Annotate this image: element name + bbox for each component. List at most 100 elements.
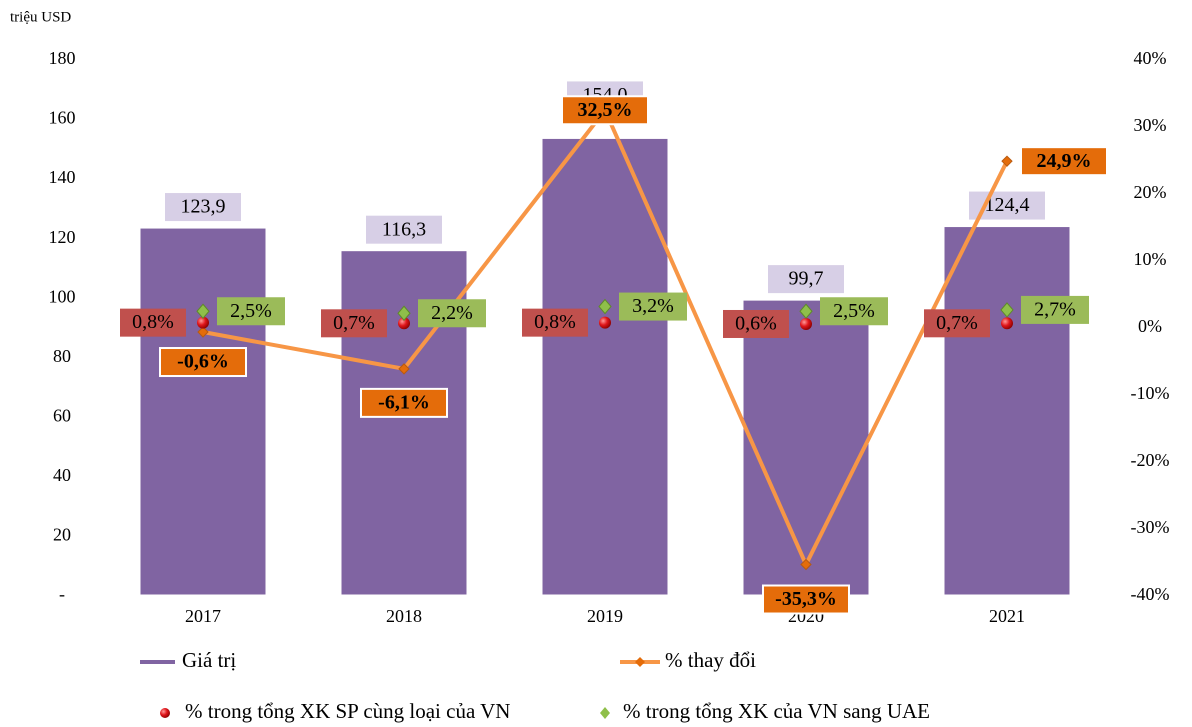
line-marker: [398, 363, 410, 375]
line-value-label: -6,1%: [378, 391, 430, 413]
scatter-value-label-group: 0,7%: [924, 309, 990, 338]
scatter-value-label: 2,5%: [230, 300, 272, 322]
bar-value-label: 116,3: [382, 218, 426, 240]
bar-value-label-box: [768, 265, 844, 294]
legend-label: % trong tổng XK SP cùng loại của VN: [185, 699, 510, 723]
bar-value-label: 99,7: [789, 268, 824, 290]
line-marker: [197, 326, 209, 338]
scatter-value-label: 0,8%: [534, 311, 576, 333]
scatter-point: [196, 303, 210, 320]
scatter-value-label-group: 2,5%: [217, 297, 285, 326]
bar: [941, 224, 1073, 598]
legend-swatch: [600, 707, 610, 719]
y-tick-label: -: [59, 584, 65, 604]
scatter-point: [598, 298, 612, 315]
scatter-value-label-group: 2,2%: [418, 299, 486, 328]
scatter-value-label-box: [217, 297, 285, 326]
scatter-value-label-box: [522, 308, 588, 337]
line-value-label: -0,6%: [177, 351, 229, 373]
scatter-value-label-group: 2,7%: [1021, 295, 1089, 324]
scatter-value-label: 2,5%: [833, 300, 875, 322]
legend-label: Giá trị: [182, 648, 236, 672]
x-tick-label: 2018: [386, 606, 422, 626]
scatter-point: [799, 303, 813, 320]
scatter-value-label: 0,8%: [132, 311, 174, 333]
y2-tick-label: -40%: [1131, 584, 1170, 604]
scatter-value-label: 2,7%: [1034, 299, 1076, 321]
scatter-value-label: 3,2%: [632, 295, 674, 317]
scatter-value-label-group: 0,8%: [120, 308, 186, 337]
y2-tick-label: -30%: [1131, 517, 1170, 537]
scatter-point: [398, 317, 410, 330]
x-tick-label: 2021: [989, 606, 1025, 626]
y-tick-label: 20: [53, 525, 71, 545]
line-value-label: -35,3%: [775, 588, 837, 610]
scatter-point: [599, 316, 611, 329]
x-tick-label: 2017: [185, 606, 221, 626]
scatter-value-label-box: [321, 309, 387, 338]
legend-swatch-marker: [635, 657, 645, 667]
bar: [539, 135, 671, 598]
line-value-label: 32,5%: [578, 99, 633, 121]
scatter-value-label: 0,7%: [333, 312, 375, 334]
y-tick-label: 140: [49, 167, 76, 187]
bar: [137, 225, 269, 598]
scatter-value-label-box: [723, 309, 789, 338]
line-value-label-box: [159, 347, 247, 378]
legend-swatch: [160, 708, 170, 718]
y2-tick-label: 10%: [1134, 249, 1167, 269]
scatter-value-label-box: [619, 292, 687, 321]
line-marker: [800, 558, 812, 571]
y2-tick-label: 30%: [1134, 115, 1167, 135]
y-tick-label: 60: [53, 405, 71, 425]
line-value-label-box: [561, 95, 649, 126]
scatter-value-label-box: [924, 309, 990, 338]
line-value-label-box: [1020, 146, 1108, 177]
scatter-value-label-group: 3,2%: [619, 292, 687, 321]
scatter-value-label-box: [1021, 295, 1089, 324]
y2-tick-label: -20%: [1131, 450, 1170, 470]
scatter-value-label-box: [120, 308, 186, 337]
line-value-label: 24,9%: [1037, 150, 1092, 172]
bar-value-label-box: [366, 215, 442, 244]
line-value-label-group: 24,9%: [1020, 146, 1108, 177]
y2-tick-label: 20%: [1134, 182, 1167, 202]
scatter-point: [1000, 302, 1014, 318]
y2-tick-label: 40%: [1134, 48, 1167, 68]
y-tick-label: 120: [49, 227, 76, 247]
scatter-value-label-box: [820, 297, 888, 326]
scatter-point: [397, 305, 411, 322]
scatter-point: [800, 317, 812, 330]
scatter-value-label: 0,6%: [735, 313, 777, 335]
scatter-value-label-group: 0,6%: [723, 309, 789, 338]
bar-value-label: 124,4: [985, 194, 1030, 216]
legend-label: % thay đổi: [665, 648, 756, 672]
bar-value-label-group: 99,7: [768, 265, 844, 294]
line-value-label-group: -6,1%: [360, 387, 448, 418]
y2-tick-label: 0%: [1138, 316, 1162, 336]
y-tick-label: 160: [49, 108, 76, 128]
scatter-value-label: 0,7%: [936, 312, 978, 334]
scatter-value-label-box: [418, 299, 486, 328]
y-tick-label: 100: [49, 286, 76, 306]
line-value-label-group: -35,3%: [762, 584, 850, 615]
scatter-point: [197, 316, 209, 329]
line-value-label-box: [762, 584, 850, 615]
scatter-value-label-group: 0,8%: [522, 308, 588, 337]
bar-value-label: 123,9: [181, 196, 226, 218]
x-tick-label: 2019: [587, 606, 623, 626]
scatter-point: [1001, 317, 1013, 330]
bar-value-label-box: [165, 193, 241, 222]
line-value-label-box: [360, 387, 448, 418]
scatter-value-label-group: 0,7%: [321, 309, 387, 338]
legend-label: % trong tổng XK của VN sang UAE: [623, 699, 930, 723]
line-value-label-group: -0,6%: [159, 347, 247, 378]
y-axis-label: triệu USD: [10, 9, 71, 25]
bar-value-label-group: 116,3: [366, 215, 442, 244]
line-marker: [1001, 155, 1013, 167]
y2-tick-label: -10%: [1131, 383, 1170, 403]
line-value-label-group: 32,5%: [561, 95, 649, 126]
y-tick-label: 180: [49, 48, 76, 68]
bar-value-label-group: 123,9: [165, 193, 241, 222]
